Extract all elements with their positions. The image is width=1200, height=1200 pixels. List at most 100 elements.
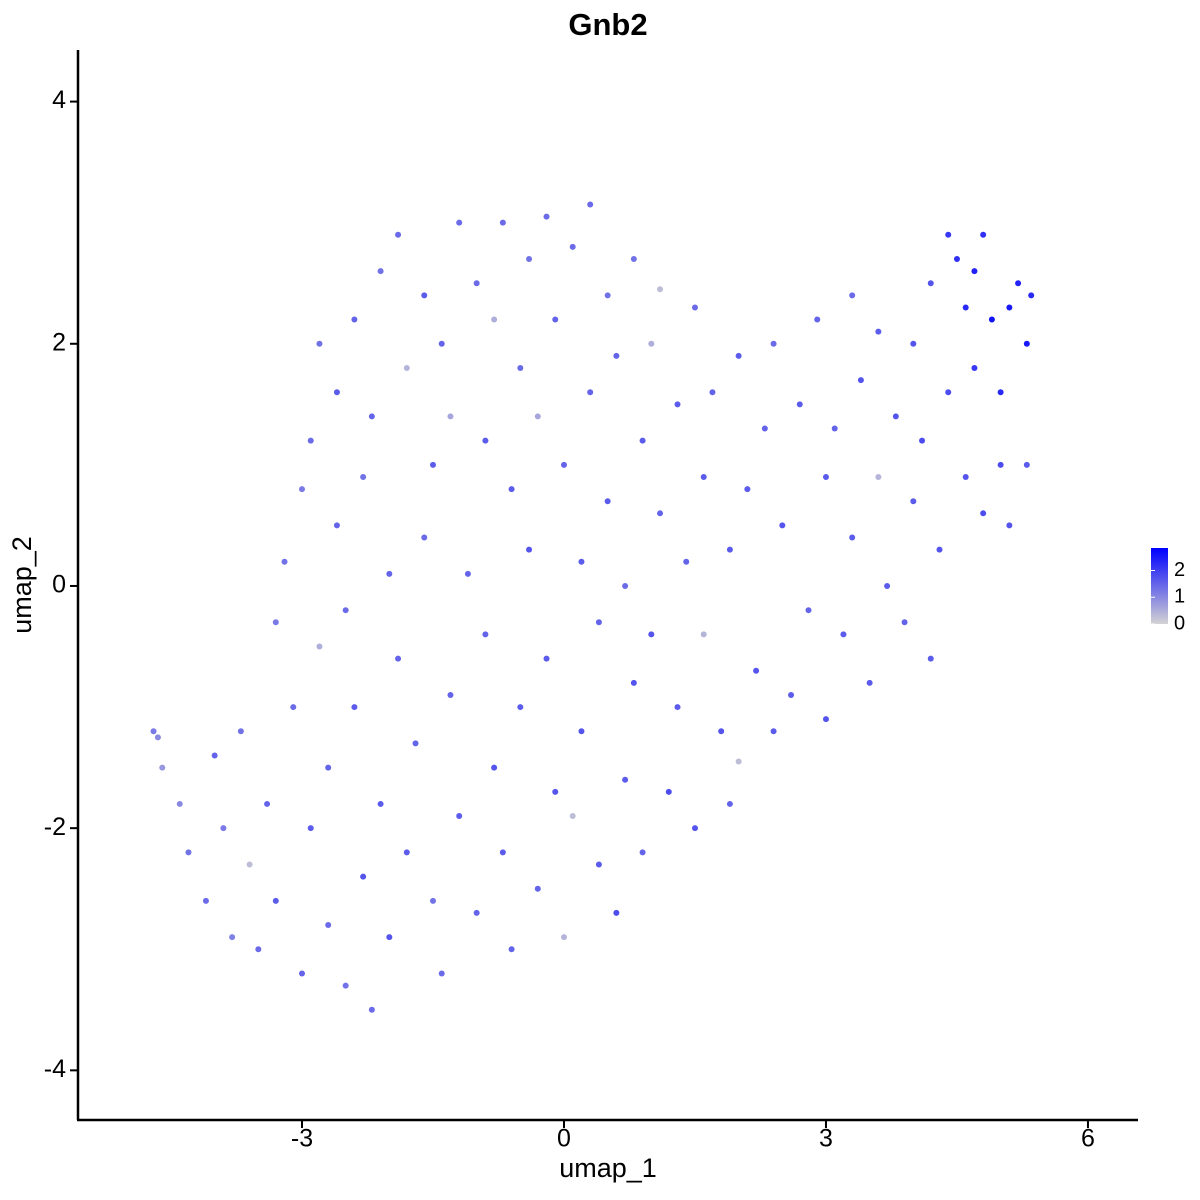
point [831,425,838,432]
point [377,800,384,807]
color-bar-label: 2 [1174,559,1185,581]
point [229,934,236,941]
point [866,679,873,686]
point [674,704,681,711]
point [884,582,891,589]
point [840,631,847,638]
point [962,473,969,480]
point [403,364,410,371]
point [997,389,1004,396]
point [901,619,908,626]
point [438,340,445,347]
point [648,340,655,347]
point [613,352,620,359]
point [753,667,760,674]
point [665,788,672,795]
point [953,256,960,263]
point [202,897,209,904]
point [333,522,340,529]
point [464,570,471,577]
point [211,752,218,759]
point [499,219,506,226]
point [447,691,454,698]
point [316,340,323,347]
point [325,922,332,929]
point [543,655,550,662]
point [154,734,161,741]
point [508,486,515,493]
color-bar-label: 0 [1174,612,1185,634]
point [910,340,917,347]
point [473,909,480,916]
point [569,813,576,820]
point [560,461,567,468]
point [307,437,314,444]
point [709,389,716,396]
point [857,377,864,384]
point [1023,340,1030,347]
point [814,316,821,323]
point [412,740,419,747]
point [849,292,856,299]
point [639,437,646,444]
point [700,631,707,638]
point [770,728,777,735]
point [491,316,498,323]
point [578,558,585,565]
point [639,849,646,856]
y-axis-title: umap_2 [7,536,37,634]
point [534,413,541,420]
point [534,885,541,892]
point [595,861,602,868]
point [735,758,742,765]
y-tick-label: 0 [52,571,66,599]
point [875,328,882,335]
point [980,510,987,517]
point [997,461,1004,468]
point [770,340,777,347]
point [150,728,157,735]
point [718,728,725,735]
point [255,946,262,953]
point [805,607,812,614]
point [237,728,244,735]
point [683,558,690,565]
point [456,219,463,226]
point [351,316,358,323]
point [368,1006,375,1013]
point [395,655,402,662]
point [674,401,681,408]
x-tick-label: 3 [819,1125,833,1153]
point [630,256,637,263]
point [980,231,987,238]
point [421,534,428,541]
point [526,256,533,263]
x-tick-label: 0 [557,1125,571,1153]
point [351,704,358,711]
point [307,825,314,832]
point [578,728,585,735]
point [604,498,611,505]
point [971,268,978,275]
point [657,286,664,293]
point [246,861,253,868]
point [325,764,332,771]
point [849,534,856,541]
point [936,546,943,553]
x-tick-label: 6 [1081,1125,1095,1153]
point [1023,461,1030,468]
point [962,304,969,311]
point [560,934,567,941]
y-tick-label: 4 [52,86,66,114]
point [822,716,829,723]
point [691,825,698,832]
point [691,304,698,311]
point [788,691,795,698]
point [429,897,436,904]
point [892,413,899,420]
color-bar [1151,548,1168,624]
point [491,764,498,771]
point [726,800,733,807]
